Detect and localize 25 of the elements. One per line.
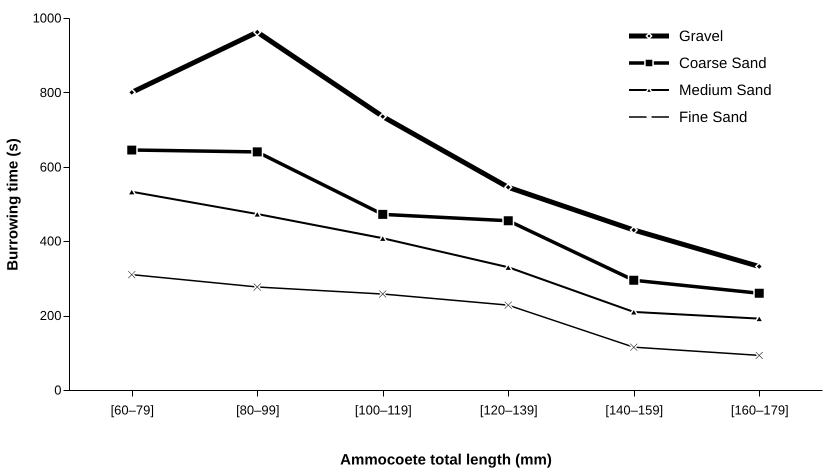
x-tick-label: [100–119] — [354, 402, 412, 418]
point — [502, 214, 514, 227]
point — [504, 183, 512, 192]
y-tick-label: 1000 — [32, 10, 62, 26]
legend-label: Fine Sand — [679, 109, 748, 126]
legend-label: Medium Sand — [679, 82, 772, 99]
x-tick-label: [80–99] — [236, 402, 280, 418]
y-tick-label: 600 — [40, 159, 62, 174]
y-axis-title: Burrowing time (s) — [4, 138, 22, 271]
x-tick-label: [120–139] — [480, 402, 538, 418]
point — [753, 287, 766, 300]
x-tick-label: [140–159] — [605, 402, 664, 418]
x-tick-label: [60–79] — [110, 402, 154, 418]
point — [376, 208, 389, 220]
y-tick-label: 800 — [40, 84, 62, 100]
legend-label: Gravel — [679, 28, 724, 45]
point — [378, 112, 387, 121]
y-tick-label: 400 — [40, 234, 62, 249]
y-tick-label: 0 — [54, 382, 62, 398]
point — [628, 274, 640, 286]
legend-label: Coarse Sand — [679, 55, 767, 72]
y-tick-label: 200 — [40, 308, 62, 324]
x-tick-label: [160–179] — [730, 402, 789, 418]
x-axis-title: Ammocoete total length (mm) — [340, 452, 552, 468]
point — [251, 146, 264, 158]
